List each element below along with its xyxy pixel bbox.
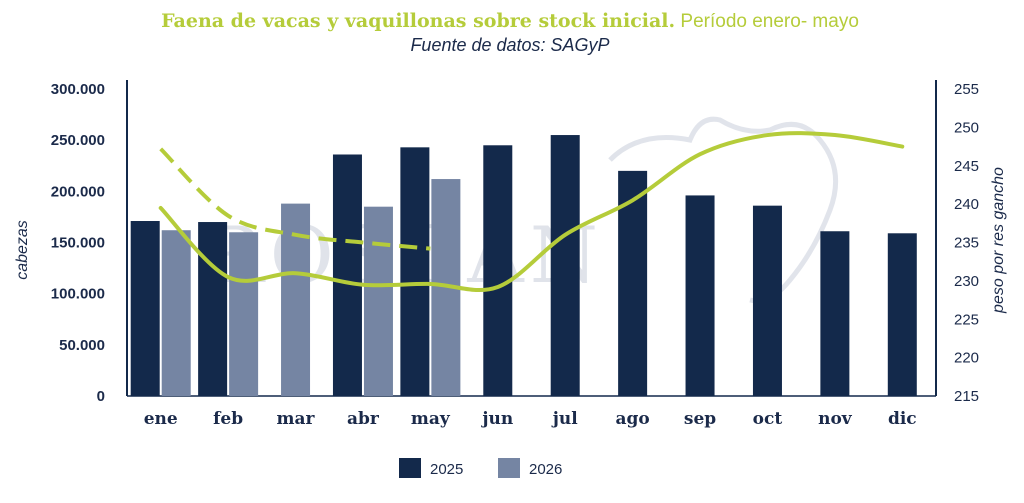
category-label-abr: abr <box>347 409 380 429</box>
bar-2026-feb <box>229 232 259 396</box>
right-axis-ticks: 215 220 225 230 235 240 245 250 255 <box>954 81 979 405</box>
y-tick-label: 250.000 <box>51 132 105 149</box>
y2-tick-label: 255 <box>954 81 979 98</box>
y2-tick-label: 235 <box>954 235 979 252</box>
category-label-ene: ene <box>144 409 178 429</box>
category-label-mar: mar <box>277 409 316 429</box>
chart-title-bold: Faena de vacas y vaquillonas sobre stock… <box>161 10 675 32</box>
line-series-solid <box>158 131 905 292</box>
category-label-oct: oct <box>753 409 783 429</box>
bar-2025-oct <box>752 205 782 396</box>
chart-title: Faena de vacas y vaquillonas sobre stock… <box>161 10 859 32</box>
y-tick-label: 100.000 <box>51 286 105 303</box>
bars <box>130 135 917 397</box>
y2-tick-label: 225 <box>954 311 979 328</box>
y2-tick-label: 250 <box>954 119 979 136</box>
bar-2025-feb <box>198 222 228 396</box>
lines <box>158 131 905 292</box>
y-axis-label: cabezas <box>14 220 31 280</box>
legend-label-2025: 2025 <box>430 461 463 478</box>
category-label-dic: dic <box>888 409 917 429</box>
category-label-ago: ago <box>616 409 650 429</box>
y2-tick-label: 220 <box>954 350 979 367</box>
category-label-jul: jul <box>551 409 579 429</box>
left-axis-ticks: 0 50.000 100.000 150.000 200.000 250.000 300.0… <box>51 81 105 405</box>
y-tick-label: 0 <box>97 388 105 405</box>
legend-label-2026: 2026 <box>529 461 562 478</box>
category-label-sep: sep <box>684 409 716 429</box>
y-tick-label: 200.000 <box>51 183 105 200</box>
category-label-nov: nov <box>818 409 853 429</box>
category-labels: ene feb mar abr may jun jul ago sep oct nov dic <box>144 409 917 429</box>
y2-tick-label: 240 <box>954 196 979 213</box>
bar-2025-jul <box>550 135 580 397</box>
category-label-feb: feb <box>213 409 243 429</box>
bar-2026-abr <box>363 206 393 396</box>
legend: 2025 2026 <box>399 458 562 478</box>
bar-2025-ago <box>618 170 648 396</box>
bar-2025-jun <box>483 145 513 396</box>
y-tick-label: 50.000 <box>59 337 105 354</box>
bar-2026-ene <box>161 230 191 396</box>
y-tick-label: 150.000 <box>51 235 105 252</box>
bar-2025-ene <box>130 221 160 396</box>
bar-2025-abr <box>332 154 362 396</box>
category-label-jun: jun <box>480 409 513 429</box>
category-label-may: may <box>411 409 451 429</box>
bar-2025-dic <box>887 233 917 396</box>
line-series-dashed <box>159 147 431 251</box>
y-tick-label: 300.000 <box>51 81 105 98</box>
chart-title-regular: Período enero- mayo <box>675 11 859 32</box>
bar-2025-sep <box>685 195 715 396</box>
bar-2025-may <box>400 147 430 396</box>
legend-swatch-2026 <box>498 458 520 478</box>
chart-subtitle: Fuente de datos: SAGyP <box>410 35 609 55</box>
bar-2025-nov <box>820 231 850 396</box>
y2-tick-label: 230 <box>954 273 979 290</box>
bar-2026-mar <box>281 203 311 396</box>
y2-tick-label: 215 <box>954 388 979 405</box>
legend-swatch-2025 <box>399 458 421 478</box>
y2-axis-label: peso por res gancho <box>990 167 1007 314</box>
y2-tick-label: 245 <box>954 158 979 175</box>
watermark-bull-icon <box>608 116 839 304</box>
